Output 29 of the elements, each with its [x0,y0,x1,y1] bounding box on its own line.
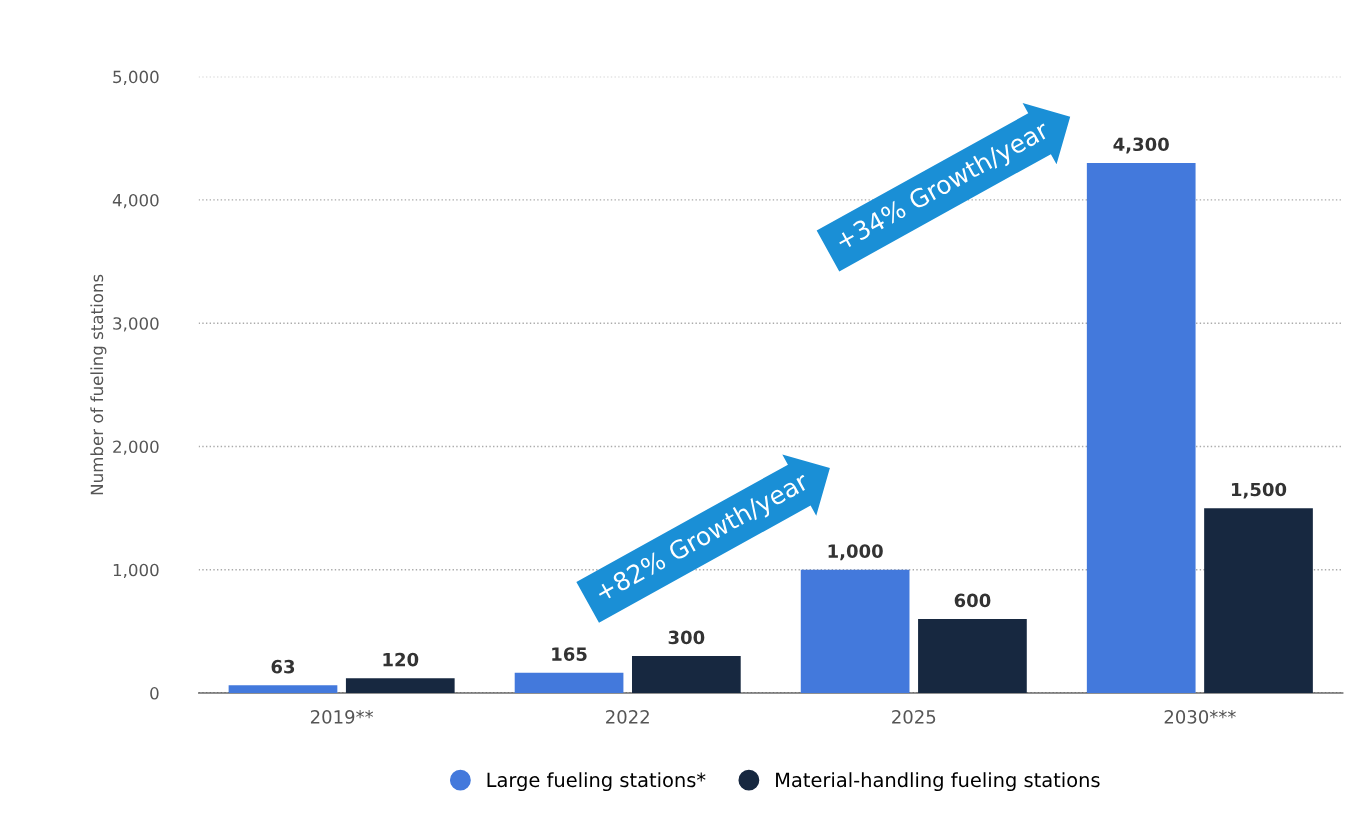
text: 165 [552,647,587,661]
y-tick-label: 1,000 [113,563,159,579]
text: 4,300 [1113,137,1169,154]
x-tick-label: 2025 [892,710,936,724]
y-tick-label: 0 [150,687,159,700]
bar [228,685,338,694]
legend-label: Large fueling stations* [487,772,706,792]
x-tick-label: 2019** [310,710,374,724]
x-tick-label: 2022 [606,710,649,724]
x-tick-label: 2030*** [1164,710,1236,724]
y-tick-label: 2,000 [113,440,159,455]
y-tick-label: 5,000 [113,70,159,85]
y-tick-label: 3,000 [113,317,159,332]
bar [918,619,1027,694]
bar [632,656,741,694]
legend-label: Material-handling fueling stations [776,772,1100,792]
text: 600 [954,593,991,608]
text: 300 [668,630,705,645]
text: 1,000 [828,544,883,561]
bar [1086,162,1196,694]
text: 63 [271,659,295,674]
text: 1,500 [1231,482,1287,499]
bar [514,672,624,694]
bar [1204,508,1313,694]
y-axis-title: Number of fueling stations [90,274,107,495]
bar [345,678,455,694]
text: 120 [383,652,419,667]
bar [800,569,910,694]
y-tick-label: 4,000 [112,193,159,209]
